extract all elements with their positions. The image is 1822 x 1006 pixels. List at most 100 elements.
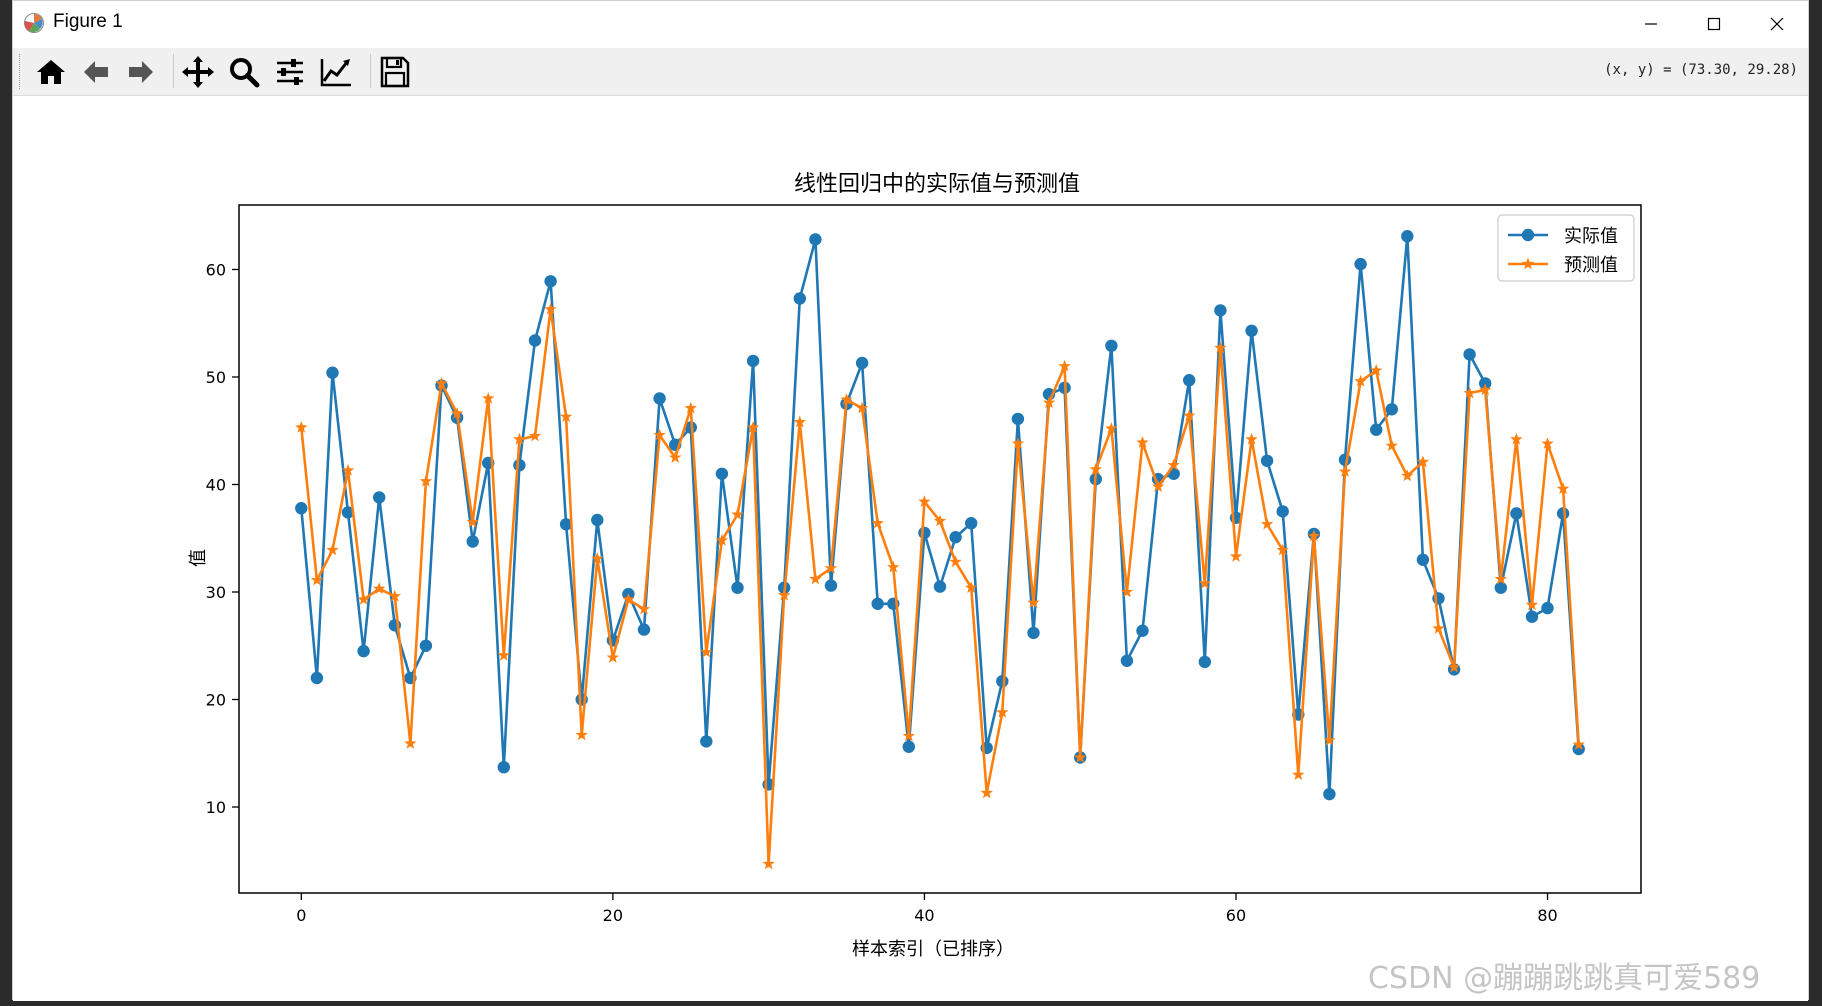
data-point [949,531,962,544]
legend-marker [1521,228,1535,242]
matplotlib-icon [24,13,44,33]
data-point [1385,403,1399,416]
edit-axis-button[interactable] [316,53,356,91]
pan-icon [182,56,214,88]
data-point [902,729,915,742]
maximize-button[interactable] [1683,1,1745,46]
data-point [528,334,542,347]
data-point [746,421,760,433]
data-point [528,429,542,442]
data-point [1089,462,1102,475]
data-point [731,581,744,594]
data-point [482,392,495,404]
save-button[interactable] [375,53,415,91]
data-point [1011,412,1025,426]
data-point [637,623,651,636]
forward-button[interactable] [121,53,161,91]
data-point [855,401,869,414]
title-bar[interactable]: Figure 1 [13,1,1808,46]
forward-icon [129,61,153,83]
navigation-toolbar: (x, y) = (73.30, 29.28) [13,48,1808,96]
data-point [310,671,324,685]
data-point [1370,423,1383,436]
data-point [1136,436,1149,448]
data-point [560,410,573,422]
data-point [606,651,619,663]
data-point [965,581,978,593]
chart-title: 线性回归中的实际值与预测值 [794,172,1080,197]
data-point [933,514,947,527]
data-point [622,593,635,605]
data-point [544,302,557,315]
configure-subplots-button[interactable] [270,53,310,91]
data-point [1120,585,1134,598]
data-point [1058,359,1071,372]
data-point [466,535,479,548]
data-point [793,415,806,428]
y-tick-label: 60 [206,261,226,280]
data-point [902,740,915,753]
data-point [918,526,931,540]
legend-marker [1521,257,1535,270]
window-title: Figure 1 [53,11,123,32]
x-tick-label: 40 [914,906,934,925]
home-icon [37,60,65,84]
cursor-coordinates: (x, y) = (73.30, 29.28) [1604,62,1798,78]
data-point [793,292,806,305]
data-point [700,645,713,658]
back-button[interactable] [76,53,116,91]
toolbar-grip[interactable] [19,54,22,89]
data-point [715,533,729,546]
data-point [1307,529,1320,542]
data-point [1183,409,1196,421]
data-point [1416,553,1430,566]
data-point [1167,458,1180,471]
minimize-button[interactable] [1620,1,1682,46]
data-point [1120,654,1134,667]
legend-label: 预测值 [1564,255,1618,276]
data-point [357,593,370,605]
data-point [1214,304,1227,317]
data-point [700,735,713,748]
data-point [1027,626,1040,640]
home-button[interactable] [31,53,71,91]
data-point [669,451,682,463]
data-point [373,491,386,504]
toolbar-separator [370,54,371,88]
data-point [419,474,433,487]
data-point [1556,482,1570,495]
zoom-button[interactable] [224,53,264,91]
configure-subplots-icon [277,59,303,85]
data-point [1183,374,1196,387]
data-point [1370,364,1383,376]
data-point [544,275,557,288]
data-point [1494,572,1507,585]
line-chart[interactable]: 线性回归中的实际值与预测值 0 20 40 60 80 10 20 30 40 50 60 实际值预… [13,96,1808,1001]
x-tick-label: 80 [1537,906,1557,925]
data-point [1245,432,1258,445]
data-point [949,555,962,568]
x-tick-label: 20 [603,906,623,925]
data-point [1447,660,1461,673]
data-point [1260,454,1274,467]
data-point [513,432,526,445]
x-tick-label: 60 [1226,906,1246,925]
data-point [1074,751,1087,763]
data-point [1338,465,1352,477]
csdn-watermark: CSDN @蹦蹦跳跳真可爱589 [1368,961,1761,996]
edit-axis-icon [320,59,351,87]
data-point [980,786,993,799]
figure-window: Figure 1 [12,0,1809,1001]
data-point [450,407,464,419]
minimize-icon [1645,22,1657,25]
figure-canvas[interactable]: 线性回归中的实际值与预测值 0 20 40 60 80 10 20 30 40 50 60 实际值预… [13,96,1808,1001]
data-point [1136,624,1149,637]
data-point [1463,386,1476,399]
data-point [684,401,697,414]
data-point [731,508,744,520]
data-point [1276,505,1289,518]
data-point [653,392,666,405]
pan-button[interactable] [178,53,218,91]
close-button[interactable] [1746,1,1808,46]
